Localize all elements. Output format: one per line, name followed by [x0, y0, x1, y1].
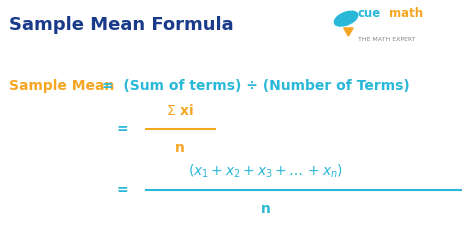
Text: cue: cue [358, 7, 381, 20]
Text: =: = [116, 122, 128, 136]
Text: math: math [389, 7, 423, 20]
Text: n: n [261, 202, 270, 216]
Text: =  (Sum of terms) ÷ (Number of Terms): = (Sum of terms) ÷ (Number of Terms) [102, 79, 410, 93]
Text: THE MATH EXPERT: THE MATH EXPERT [358, 37, 415, 42]
Text: Sample Mean: Sample Mean [9, 79, 115, 93]
Ellipse shape [334, 11, 358, 26]
Text: n: n [175, 141, 185, 155]
Text: $\Sigma$ xi: $\Sigma$ xi [166, 103, 194, 118]
Polygon shape [344, 28, 353, 36]
Text: $(x_1 + x_2 + x_3 + \ldots\, + x_n)$: $(x_1 + x_2 + x_3 + \ldots\, + x_n)$ [188, 163, 343, 180]
Text: Sample Mean Formula: Sample Mean Formula [9, 16, 234, 34]
Text: =: = [116, 183, 128, 197]
